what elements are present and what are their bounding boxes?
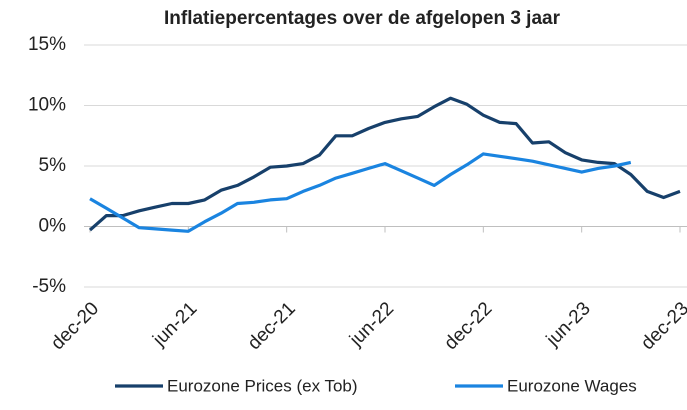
chart-title: Inflatiepercentages over de afgelopen 3 … — [164, 8, 561, 29]
y-tick-label: -5% — [32, 276, 66, 297]
x-tick-label: dec-23 — [637, 298, 687, 354]
y-tick-label: 5% — [39, 155, 67, 176]
x-tick-label: dec-20 — [47, 298, 103, 354]
x-tick-label: jun-23 — [542, 298, 595, 351]
x-tick-label: dec-21 — [244, 298, 300, 354]
x-tick-label: dec-22 — [440, 298, 496, 354]
legend-label: Eurozone Wages — [507, 376, 637, 395]
legend-label: Eurozone Prices (ex Tob) — [167, 376, 358, 395]
x-tick-label: jun-21 — [149, 298, 202, 351]
y-tick-label: 10% — [28, 95, 66, 116]
series-line — [88, 96, 681, 232]
x-tick-label: jun-22 — [345, 298, 398, 351]
y-tick-label: 15% — [28, 34, 66, 55]
series-line — [89, 152, 632, 233]
y-tick-label: 0% — [39, 216, 67, 237]
